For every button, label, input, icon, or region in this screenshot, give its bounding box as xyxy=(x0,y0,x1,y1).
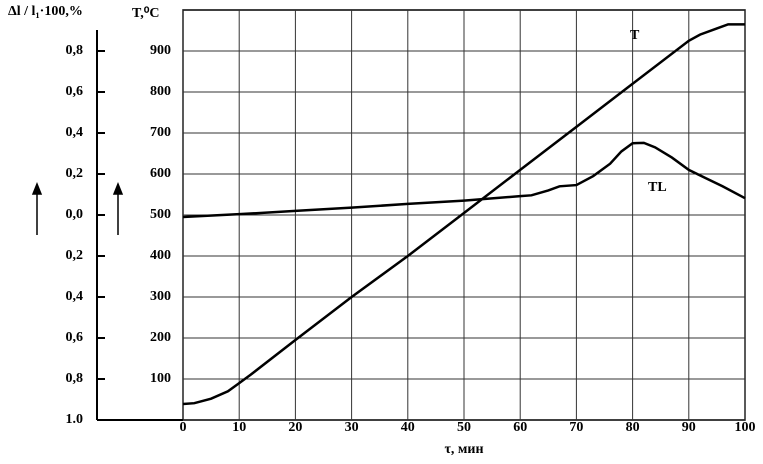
y2-tick-label: 0,8 xyxy=(66,43,84,58)
y2-tick-label: 0,6 xyxy=(66,84,84,99)
y2-tick-label: 0,0 xyxy=(66,207,84,222)
y-axis-label: T,⁰C xyxy=(132,6,160,21)
y-tick-label: 900 xyxy=(150,43,171,58)
y2-tick-label: 1.0 xyxy=(66,412,84,427)
y2-axis-label: Δl / l₁·100,% xyxy=(8,4,83,19)
y-tick-label: 300 xyxy=(150,289,171,304)
x-tick-label: 70 xyxy=(569,420,583,435)
series-label: T xyxy=(630,28,640,43)
x-tick-label: 80 xyxy=(626,420,640,435)
y2-tick-label: 0,8 xyxy=(66,371,84,386)
x-tick-label: 100 xyxy=(735,420,756,435)
x-tick-label: 30 xyxy=(345,420,359,435)
arrows xyxy=(31,181,124,235)
y-tick-label: 100 xyxy=(150,371,171,386)
y2-tick-label: 0,2 xyxy=(66,166,84,181)
x-axis-label: τ, мин xyxy=(444,442,483,457)
x-tick-label: 90 xyxy=(682,420,696,435)
x-tick-label: 0 xyxy=(180,420,187,435)
x-tick-label: 40 xyxy=(401,420,415,435)
y2-tick-label: 0,6 xyxy=(66,330,84,345)
y-tick-label: 500 xyxy=(150,207,171,222)
series-line xyxy=(182,141,746,219)
x-tick-label: 60 xyxy=(513,420,527,435)
x-tick-label: 10 xyxy=(232,420,246,435)
x-tick-label: 50 xyxy=(457,420,471,435)
series-label: TL xyxy=(648,180,667,195)
y-tick-label: 400 xyxy=(150,248,171,263)
y-tick-label: 800 xyxy=(150,84,171,99)
series-line xyxy=(182,23,745,406)
y2-tick-label: 0,2 xyxy=(66,248,84,263)
y-tick-label: 200 xyxy=(150,330,171,345)
y-tick-label: 700 xyxy=(150,125,171,140)
x-tick-label: 20 xyxy=(288,420,302,435)
y2-tick-label: 0,4 xyxy=(66,289,84,304)
y2-tick-label: 0,4 xyxy=(66,125,84,140)
y-tick-label: 600 xyxy=(150,166,171,181)
